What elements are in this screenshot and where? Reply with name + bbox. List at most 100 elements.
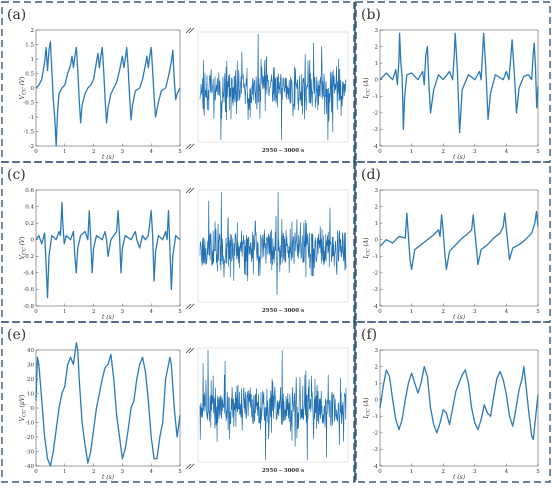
x-tick-label: 0 — [378, 469, 382, 475]
inset-noise-series — [199, 33, 347, 141]
panel-frame — [1, 1, 355, 163]
y-tick-label: 0 — [31, 238, 35, 244]
x-tick-label: 1 — [63, 149, 67, 155]
x-tick-label: 4 — [505, 309, 509, 315]
x-tick-label: 2 — [92, 469, 96, 475]
axis-break-mark — [188, 347, 195, 354]
y-tick-label: -4 — [373, 144, 379, 150]
panel-b: (b) -4 -3 -2 -1 0 1 2 3 0 1 2 3 4 5 t (s) ICC (A) — [361, 7, 540, 161]
x-tick-label: 1 — [63, 469, 67, 475]
x-tick-label: 3 — [121, 469, 125, 475]
x-axis-label: t (s) — [102, 314, 115, 321]
x-tick-label: 4 — [149, 149, 153, 155]
x-tick-label: 0 — [34, 469, 38, 475]
y-tick-label: -0.6 — [23, 287, 34, 293]
y-tick-label: 1 — [375, 221, 379, 227]
x-tick-label: 1 — [410, 309, 414, 315]
y-tick-label: 0 — [375, 398, 379, 404]
ylabel-symbol: V — [19, 416, 26, 421]
y-tick-label: 30 — [27, 362, 34, 368]
x-tick-label: 4 — [149, 309, 153, 315]
ylabel-subscript: CC — [22, 247, 28, 255]
axis-break-mark — [188, 187, 195, 194]
y-tick-label: 2 — [375, 364, 379, 370]
panel-label: (f) — [361, 327, 377, 343]
panel-frame — [355, 1, 551, 163]
x-axis-label: t (s) — [453, 314, 466, 321]
y-tick-label: -0.4 — [23, 271, 34, 277]
x-tick-label: 3 — [121, 309, 125, 315]
y-tick-label: 2 — [31, 28, 35, 34]
panel-frame — [355, 321, 551, 483]
panel-label: (a) — [7, 7, 26, 23]
panel-a: (a) -2 -1.5 -1 -0.5 0 0.5 1 1.5 2 0 1 2 3 4 5 t (s) VCC (… — [7, 7, 349, 161]
series-line — [35, 342, 181, 467]
x-tick-label: 5 — [178, 309, 182, 315]
x-tick-label: 2 — [441, 469, 445, 475]
y-tick-label: -0.8 — [23, 304, 34, 310]
panel-d: (d) -4 -3 -2 -1 0 1 2 3 0 1 2 3 4 5 t (s) ICC (A) — [361, 167, 540, 321]
inset-plot-area — [197, 31, 349, 143]
ylabel-unit: (A) — [363, 237, 370, 249]
y-tick-label: 0.4 — [25, 204, 34, 210]
axis-break-mark — [185, 303, 192, 310]
x-tick-label: 0 — [34, 309, 38, 315]
x-tick-label: 3 — [121, 149, 125, 155]
y-tick-label: -30 — [25, 449, 34, 455]
y-tick-label: -3 — [373, 447, 379, 453]
series-line — [379, 210, 539, 271]
x-axis-label: t (s) — [453, 154, 466, 161]
y-tick-label: -0.5 — [23, 100, 34, 106]
y-tick-label: 3 — [375, 188, 379, 194]
plot-area — [379, 189, 539, 307]
y-tick-label: 40 — [27, 348, 34, 354]
axis-break-mark — [188, 27, 195, 34]
axis-break-mark — [185, 347, 192, 354]
y-tick-label: -10 — [25, 420, 34, 426]
y-tick-label: 20 — [27, 377, 34, 383]
x-tick-label: 0 — [378, 149, 382, 155]
ylabel-unit: (V) — [19, 76, 26, 88]
panel-e: (e) -40 -30 -20 -10 0 10 20 30 40 0 1 2 3 4 5 t (s) VCC (… — [7, 327, 349, 481]
panel-label: (e) — [7, 327, 26, 343]
ylabel-unit: (V) — [19, 236, 26, 248]
inset-time-label: 2950 – 3000 s — [262, 468, 304, 474]
y-tick-label: -3 — [373, 127, 379, 133]
y-axis-label: VCC (V) — [19, 236, 28, 260]
x-tick-label: 2 — [92, 149, 96, 155]
ylabel-symbol: I — [363, 95, 370, 99]
y-tick-label: 0 — [31, 86, 35, 92]
axis-break-mark — [188, 303, 195, 310]
ylabel-unit: (μV) — [19, 394, 26, 409]
x-tick-label: 3 — [473, 149, 477, 155]
axis-break-mark — [185, 463, 192, 470]
panel-label: (d) — [361, 167, 381, 183]
y-tick-label: -2 — [373, 111, 378, 117]
ylabel-subscript: CC — [366, 88, 372, 96]
x-tick-label: 2 — [441, 309, 445, 315]
y-tick-label: -20 — [25, 435, 34, 441]
x-axis-label: t (s) — [453, 474, 466, 481]
inset-plot-area — [197, 347, 349, 463]
y-tick-label: -1 — [373, 94, 378, 100]
x-tick-label: 0 — [378, 309, 382, 315]
ylabel-symbol: V — [19, 254, 26, 259]
y-axis-label: ICC (A) — [363, 77, 372, 100]
y-tick-label: 0.6 — [25, 188, 34, 194]
y-tick-label: -1.5 — [23, 129, 34, 135]
ylabel-subscript: CC — [22, 409, 28, 417]
inset-time-label: 2950 – 3000 s — [262, 148, 304, 154]
x-tick-label: 2 — [441, 149, 445, 155]
y-tick-label: -0.2 — [23, 254, 34, 260]
axis-break-mark — [185, 187, 192, 194]
ylabel-subscript: CC — [366, 408, 372, 416]
x-tick-label: 5 — [178, 149, 182, 155]
x-tick-label: 5 — [536, 149, 540, 155]
y-tick-label: -2 — [373, 271, 378, 277]
x-tick-label: 3 — [473, 309, 477, 315]
ylabel-symbol: V — [19, 94, 26, 99]
plot-area — [35, 189, 181, 307]
panel-frame — [355, 161, 551, 323]
